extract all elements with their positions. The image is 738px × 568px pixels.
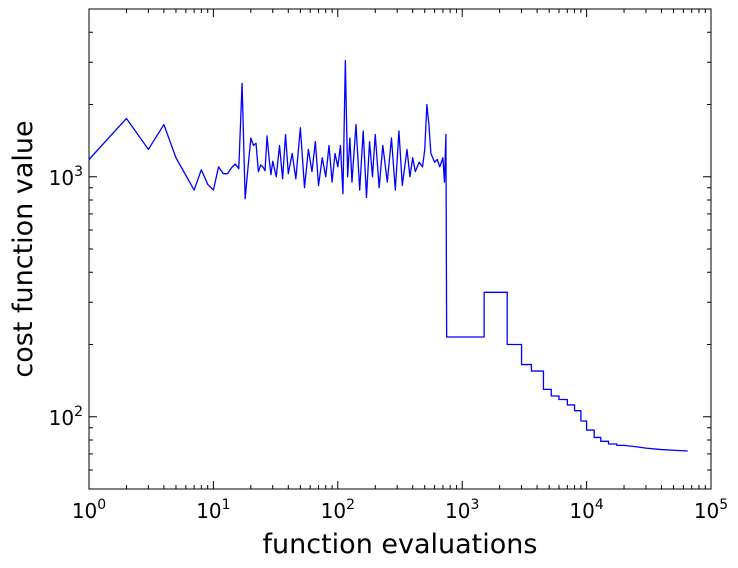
x-tick-exponent: 5: [719, 497, 728, 513]
x-tick-base: 10: [321, 499, 346, 523]
x-tick-label: 103: [445, 497, 479, 523]
y-tick-exponent: 2: [74, 404, 83, 420]
y-tick-base: 10: [49, 406, 74, 430]
x-tick-base: 10: [445, 499, 470, 523]
x-ticks: 100 101 102 103 104 105: [72, 9, 728, 523]
x-tick-label: 100: [72, 497, 106, 523]
x-tick-base: 10: [196, 499, 221, 523]
x-tick-label: 102: [321, 497, 355, 523]
y-tick-label: 102: [49, 404, 83, 430]
x-tick-base: 10: [694, 499, 719, 523]
x-tick-label: 101: [196, 497, 230, 523]
x-tick-base: 10: [72, 499, 97, 523]
x-tick-exponent: 4: [595, 497, 604, 513]
y-tick-base: 10: [49, 166, 74, 190]
x-tick-label: 104: [569, 497, 603, 523]
x-tick-label: 105: [694, 497, 728, 523]
x-tick-exponent: 3: [470, 497, 479, 513]
y-tick-label: 103: [49, 164, 83, 190]
x-tick-exponent: 1: [222, 497, 231, 513]
series-layer: [88, 59, 688, 452]
x-axis-label: function evaluations: [263, 529, 538, 560]
plot-area: [88, 8, 712, 490]
x-tick-exponent: 0: [97, 497, 106, 513]
x-tick-exponent: 2: [346, 497, 355, 513]
series-line: [88, 59, 688, 452]
y-axis-label: cost function value: [8, 120, 39, 377]
x-tick-base: 10: [569, 499, 594, 523]
y-tick-exponent: 3: [74, 164, 83, 180]
